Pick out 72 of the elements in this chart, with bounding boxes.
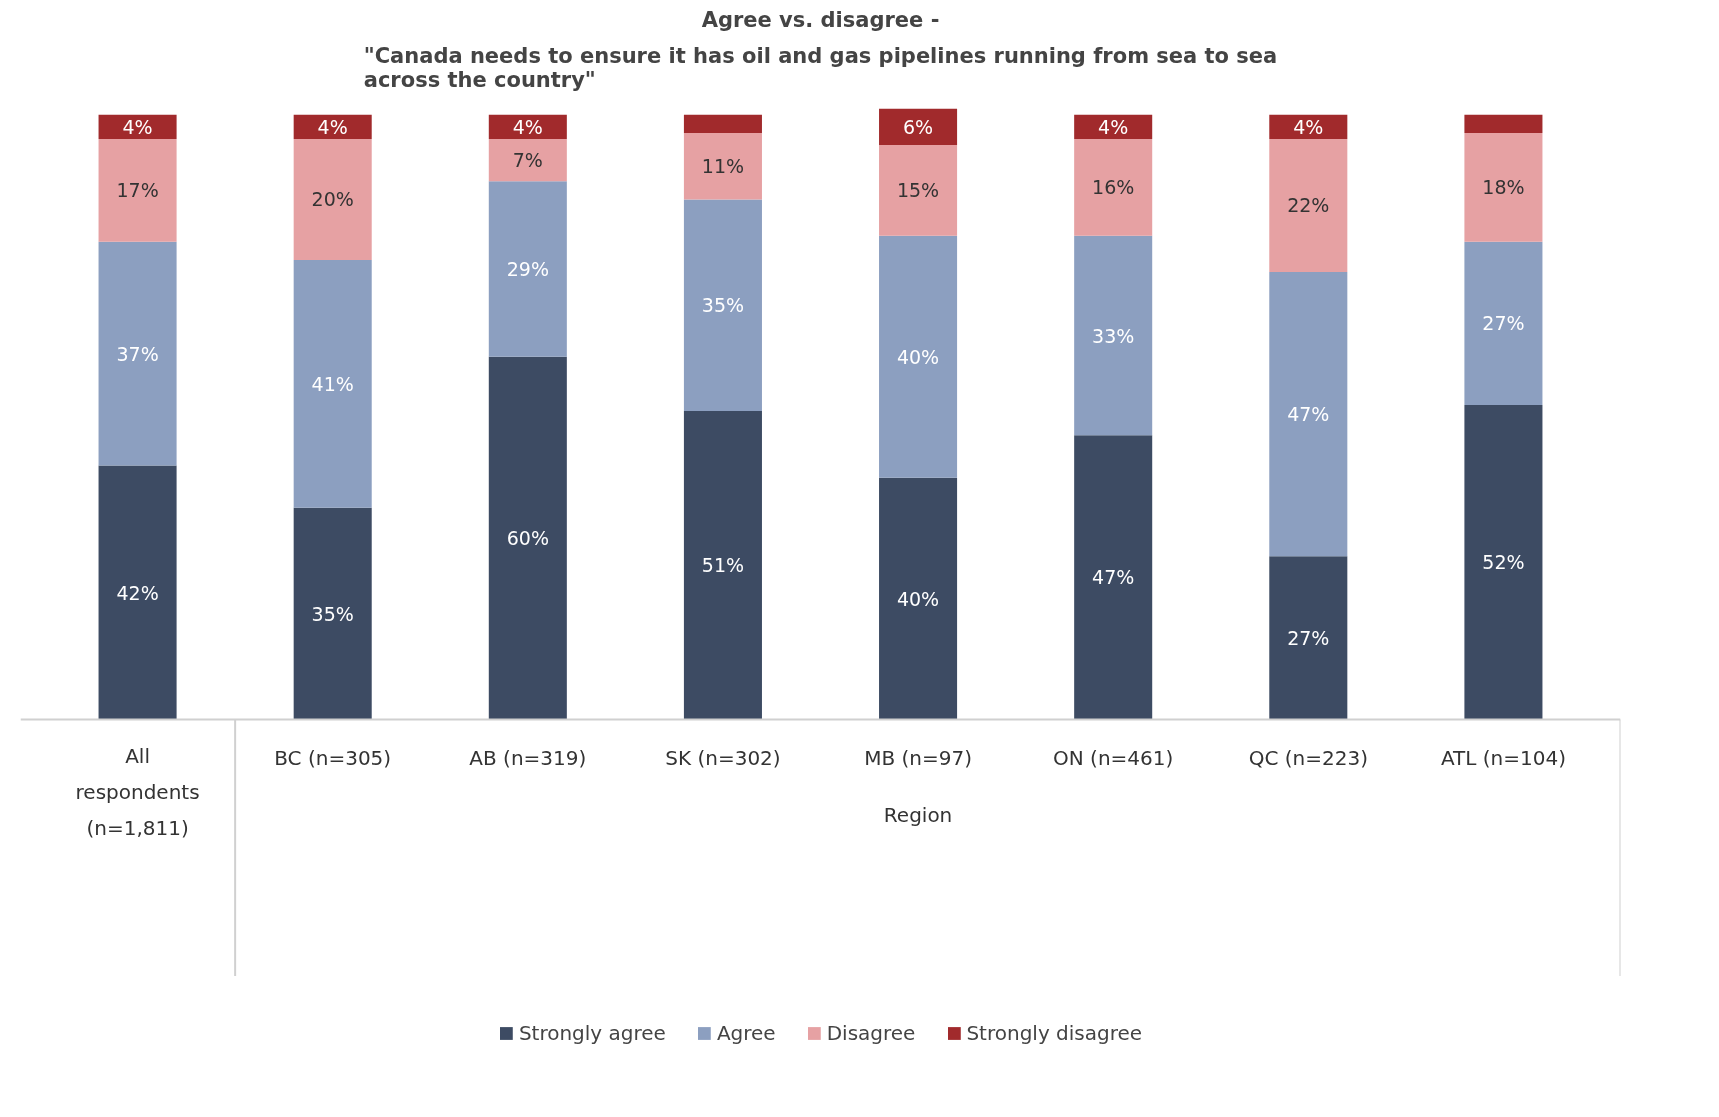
bar	[488, 356, 567, 720]
data-label: 6%	[902, 115, 934, 138]
legend-label: Agree	[716, 1021, 776, 1045]
data-label: 51%	[701, 554, 745, 577]
data-label: 7%	[512, 149, 543, 172]
bar	[1074, 435, 1153, 720]
x-axis-title: Region	[883, 802, 953, 827]
bar	[1464, 132, 1543, 242]
data-label: 52%	[1482, 551, 1525, 574]
bar	[293, 507, 372, 720]
data-label: 4%	[122, 115, 153, 138]
data-label: 11%	[701, 155, 745, 178]
data-label: 20%	[311, 188, 354, 211]
data-label: 16%	[1092, 176, 1135, 199]
bar	[879, 145, 958, 236]
x-tick-label: QC (n=223)	[1248, 745, 1368, 770]
x-tick-label: All respondents (n=1,811)	[75, 743, 200, 840]
data-label: 4%	[1098, 115, 1129, 138]
data-label: 41%	[311, 372, 354, 395]
data-label: 29%	[506, 257, 549, 280]
data-label: 37%	[116, 342, 159, 365]
data-label: 60%	[506, 527, 549, 550]
bar	[98, 241, 177, 466]
bar	[1074, 235, 1153, 436]
data-label: 35%	[311, 602, 354, 625]
bar	[1269, 556, 1348, 720]
legend-label: Disagree	[826, 1021, 916, 1045]
bar	[293, 138, 372, 260]
chart-subtitle: "Canada needs to ensure it has oil and gas pipelines running from sea to sea across the country"	[363, 43, 1278, 92]
data-label: 40%	[896, 345, 940, 368]
bar	[98, 138, 177, 242]
bar	[1464, 241, 1543, 406]
data-label: 40%	[896, 587, 940, 610]
x-tick-label: BC (n=305)	[274, 745, 392, 770]
x-tick-label: ATL (n=104)	[1440, 745, 1566, 770]
x-tick-label: MB (n=97)	[864, 745, 972, 770]
bar	[879, 235, 958, 478]
data-label: 27%	[1482, 312, 1525, 335]
bar	[879, 108, 958, 145]
data-label: 4%	[512, 115, 543, 138]
data-label: 47%	[1287, 403, 1330, 426]
legend-label: Strongly disagree	[966, 1021, 1143, 1045]
x-tick-label: ON (n=461)	[1053, 745, 1174, 770]
x-tick-label: AB (n=319)	[469, 745, 587, 770]
bar	[1464, 405, 1543, 720]
bar	[683, 199, 762, 412]
bar	[683, 411, 762, 720]
data-label: 18%	[1482, 176, 1525, 199]
bar	[488, 181, 567, 357]
data-label: 15%	[896, 179, 940, 202]
bar	[683, 132, 762, 200]
bar	[1269, 272, 1348, 557]
chart-title: Agree vs. disagree -	[701, 7, 940, 32]
x-tick-label: SK (n=302)	[665, 745, 781, 770]
legend-label: Strongly agree	[518, 1021, 666, 1045]
data-label: 33%	[1092, 324, 1135, 347]
data-label: 22%	[1287, 194, 1330, 217]
data-label: 4%	[1293, 115, 1324, 138]
bar	[683, 114, 762, 133]
bar	[1269, 138, 1348, 273]
bar	[879, 477, 958, 720]
data-label: 4%	[317, 115, 348, 138]
bar	[98, 465, 177, 720]
data-label: 42%	[116, 581, 159, 604]
bar	[1074, 138, 1153, 236]
bar	[1464, 114, 1543, 133]
bar	[488, 138, 567, 182]
bar	[293, 259, 372, 508]
data-label: 17%	[116, 179, 159, 202]
data-label: 27%	[1287, 626, 1330, 649]
data-label: 47%	[1092, 566, 1135, 589]
data-label: 35%	[701, 294, 745, 317]
